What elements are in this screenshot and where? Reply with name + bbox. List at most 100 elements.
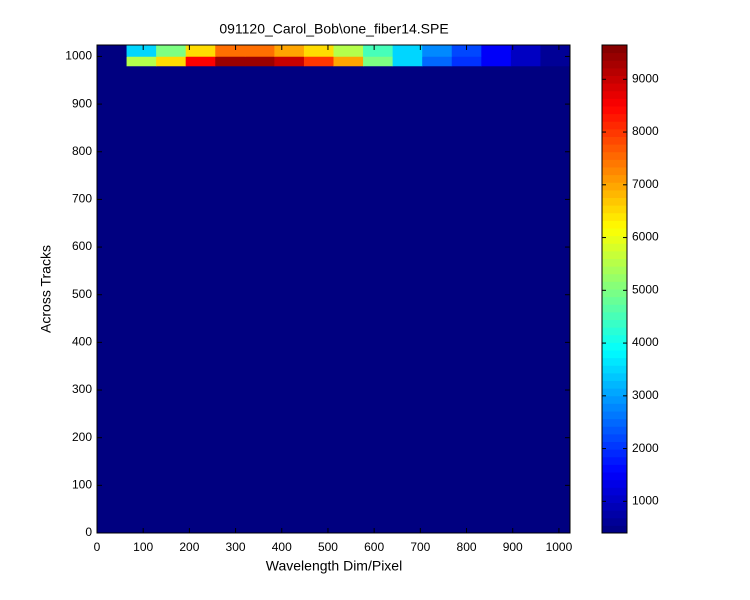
x-tick-label: 0: [94, 540, 101, 554]
y-tick-label: 600: [72, 239, 92, 253]
colorbar-swatch: [602, 258, 627, 267]
colorbar-swatch: [602, 113, 627, 122]
colorbar-swatch: [602, 395, 627, 404]
colorbar-swatch: [602, 449, 627, 458]
heat-cell: [333, 56, 364, 67]
x-tick-label: 400: [272, 540, 292, 554]
colorbar-tick-label: 7000: [632, 177, 659, 191]
colorbar-swatch: [602, 98, 627, 107]
colorbar-swatch: [602, 502, 627, 511]
colorbar-swatch: [602, 273, 627, 282]
y-tick-label: 500: [72, 287, 92, 301]
heat-cell: [156, 65, 187, 534]
heat-cell: [451, 45, 482, 57]
colorbar-swatch: [602, 197, 627, 206]
colorbar-swatch: [602, 289, 627, 298]
heat-cell: [215, 56, 246, 67]
colorbar-swatch: [602, 403, 627, 412]
heat-cell: [540, 56, 571, 67]
heat-cell: [303, 45, 334, 57]
colorbar-swatch: [602, 212, 627, 221]
colorbar-swatch: [602, 388, 627, 397]
heat-cell: [156, 45, 187, 57]
colorbar-tick-label: 3000: [632, 388, 659, 402]
x-tick-label: 800: [457, 540, 477, 554]
colorbar-swatch: [602, 121, 627, 130]
colorbar-swatch: [602, 365, 627, 374]
heat-cell: [156, 56, 187, 67]
colorbar-swatch: [602, 266, 627, 275]
heat-cell: [97, 56, 128, 67]
y-tick-label: 100: [72, 478, 92, 492]
colorbar-swatch: [602, 243, 627, 252]
colorbar-swatch: [602, 136, 627, 145]
colorbar-swatch: [602, 327, 627, 336]
y-tick-label: 800: [72, 144, 92, 158]
heat-cell: [185, 45, 216, 57]
colorbar-tick-label: 5000: [632, 282, 659, 296]
heat-cell: [481, 56, 512, 67]
y-tick-label: 300: [72, 382, 92, 396]
heat-cell: [422, 45, 453, 57]
colorbar-swatch: [602, 342, 627, 351]
x-tick-label: 900: [503, 540, 523, 554]
x-tick-label: 200: [179, 540, 199, 554]
colorbar-swatch: [602, 372, 627, 381]
heat-cell: [185, 65, 216, 534]
colorbar-swatch: [602, 205, 627, 214]
colorbar-swatch: [602, 311, 627, 320]
heat-cell: [126, 45, 157, 57]
heat-cell: [392, 65, 423, 534]
x-tick-label: 1000: [546, 540, 573, 554]
colorbar-swatch: [602, 45, 627, 54]
colorbar-swatch: [602, 83, 627, 92]
colorbar-swatch: [602, 106, 627, 115]
heat-cell: [126, 56, 157, 67]
heat-cell: [333, 65, 364, 534]
x-tick-label: 600: [364, 540, 384, 554]
colorbar-swatch: [602, 487, 627, 496]
colorbar-tick-label: 2000: [632, 441, 659, 455]
heat-cell: [363, 65, 394, 534]
heat-cell: [510, 56, 541, 67]
heat-cell: [540, 65, 571, 534]
heat-cell: [126, 65, 157, 534]
colorbar-swatch: [602, 304, 627, 313]
heat-cell: [215, 65, 246, 534]
heat-cell: [540, 45, 571, 57]
colorbar-swatch: [602, 296, 627, 305]
x-tick-label: 700: [410, 540, 430, 554]
colorbar-swatch: [602, 60, 627, 69]
heat-cell: [363, 56, 394, 67]
heat-cell: [274, 45, 305, 57]
colorbar-swatch: [602, 151, 627, 160]
colorbar-swatch: [602, 319, 627, 328]
colorbar-swatch: [602, 220, 627, 229]
heat-cell: [274, 56, 305, 67]
colorbar-swatch: [602, 456, 627, 465]
colorbar-swatch: [602, 174, 627, 183]
heat-cell: [274, 65, 305, 534]
colorbar-swatch: [602, 426, 627, 435]
heat-cell: [215, 45, 246, 57]
heat-cell: [392, 45, 423, 57]
axes-box: [96, 44, 571, 534]
colorbar-swatch: [602, 418, 627, 427]
colorbar-swatch: [602, 182, 627, 191]
heat-cell: [392, 56, 423, 67]
colorbar-swatch: [602, 350, 627, 359]
colorbar-swatch: [602, 67, 627, 76]
colorbar-swatch: [602, 90, 627, 99]
heat-cell: [510, 45, 541, 57]
heat-cell: [451, 56, 482, 67]
heat-cell: [481, 45, 512, 57]
colorbar-tick-label: 6000: [632, 230, 659, 244]
colorbar-swatch: [602, 411, 627, 420]
colorbar-box: [601, 44, 628, 534]
y-axis-label: Across Tracks: [38, 245, 54, 333]
colorbar-swatch: [602, 510, 627, 519]
colorbar-swatch: [602, 479, 627, 488]
colorbar-swatch: [602, 128, 627, 137]
colorbar-swatch: [602, 525, 627, 534]
colorbar-swatch: [602, 357, 627, 366]
